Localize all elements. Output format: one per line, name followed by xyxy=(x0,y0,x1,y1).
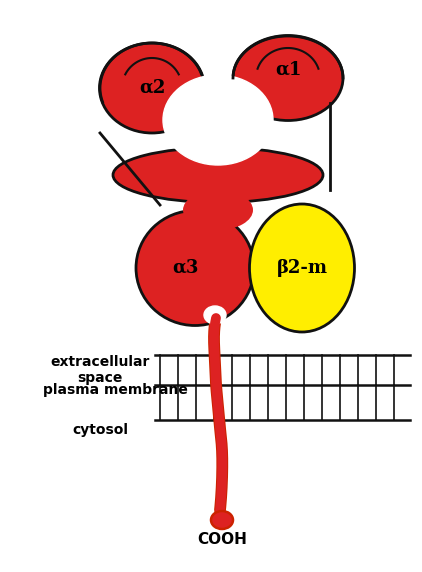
Ellipse shape xyxy=(204,306,226,324)
Text: α3: α3 xyxy=(172,259,198,277)
Ellipse shape xyxy=(163,75,273,165)
Ellipse shape xyxy=(136,210,254,325)
Ellipse shape xyxy=(183,190,253,230)
Ellipse shape xyxy=(211,511,233,529)
Text: COOH: COOH xyxy=(197,533,247,547)
Text: α1: α1 xyxy=(275,61,301,79)
Text: β2-m: β2-m xyxy=(276,259,327,277)
Text: extracellular
space: extracellular space xyxy=(50,355,150,385)
Text: α2: α2 xyxy=(139,79,165,97)
Ellipse shape xyxy=(113,148,323,202)
Text: cytosol: cytosol xyxy=(72,423,128,437)
Ellipse shape xyxy=(178,214,238,242)
Ellipse shape xyxy=(249,204,354,332)
Ellipse shape xyxy=(100,43,205,133)
Text: plasma membrane: plasma membrane xyxy=(43,383,187,397)
Ellipse shape xyxy=(233,35,343,121)
